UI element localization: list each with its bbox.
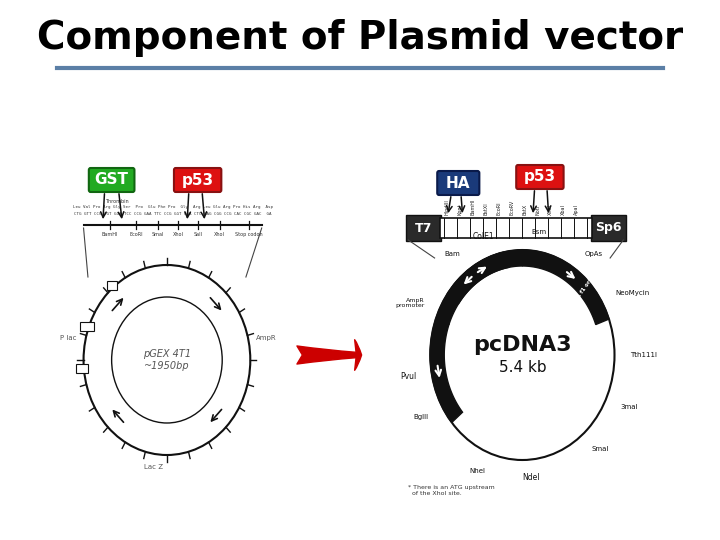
Text: XhoI: XhoI [173,232,184,237]
FancyBboxPatch shape [405,215,441,241]
Text: SalI: SalI [193,232,202,237]
Text: Lac Z: Lac Z [144,464,163,470]
Text: AmpR: AmpR [256,335,276,341]
Text: Component of Plasmid vector: Component of Plasmid vector [37,19,683,57]
Bar [107,281,117,290]
Text: XbaI: XbaI [562,204,567,215]
Text: GST: GST [94,172,129,187]
Text: XhoI: XhoI [549,204,553,215]
FancyBboxPatch shape [516,165,564,189]
Text: KpnI: KpnI [457,204,462,215]
Text: BGH HA f1 ori: BGH HA f1 ori [565,278,594,316]
Polygon shape [522,250,609,325]
Text: NeoMycin: NeoMycin [567,397,583,431]
Text: EcoRV: EcoRV [509,200,514,215]
Text: ColE1: ColE1 [473,232,495,241]
Text: Bsm: Bsm [532,230,547,235]
Text: T7: T7 [415,221,432,234]
FancyBboxPatch shape [89,168,135,192]
Polygon shape [436,252,509,325]
Text: NdeI: NdeI [522,474,540,483]
Text: EcoRI: EcoRI [130,232,143,237]
Text: NheI: NheI [469,468,485,474]
Text: p53: p53 [181,172,214,187]
Text: SmaI: SmaI [152,232,164,237]
Text: HA: HA [446,176,471,191]
Bar [440,218,592,238]
Bar [76,364,89,373]
Text: BstXI: BstXI [483,202,488,215]
Text: XhoI: XhoI [214,232,225,237]
Text: PvuI: PvuI [400,372,416,381]
Text: BstX: BstX [522,204,527,215]
Text: Thrombin: Thrombin [105,199,129,204]
Text: p53: p53 [524,170,556,185]
Text: Sp6: Sp6 [595,221,621,234]
FancyBboxPatch shape [174,168,221,192]
Text: pcDNA3: pcDNA3 [473,335,572,355]
Text: BglII: BglII [414,414,429,420]
Text: ApaI: ApaI [575,204,580,215]
Text: P lac: P lac [60,335,76,341]
Text: Leu Val Pro Arg Gly Ser  Pro  Glu Phe Pro  Gly  Arg Leu Glu Arg Pro His Arg  Asp: Leu Val Pro Arg Gly Ser Pro Glu Phe Pro … [73,205,273,209]
Text: NeoMycin: NeoMycin [616,291,650,296]
Text: Bam: Bam [445,251,461,257]
Polygon shape [431,319,462,422]
FancyBboxPatch shape [591,215,626,241]
Text: EcoRI: EcoRI [496,201,501,215]
Text: AmpR: AmpR [470,412,487,431]
Text: SmaI: SmaI [592,446,609,452]
Text: NotI: NotI [535,205,540,215]
Text: Tth111I: Tth111I [630,352,657,358]
Text: SV40: SV40 [591,381,603,396]
Text: AmpR
promoter: AmpR promoter [395,298,425,308]
Polygon shape [447,250,522,304]
Text: BamHI: BamHI [470,199,475,215]
Text: CTG GTT CCG CGT GGA TCC CCG GAA TTC CCG GGT CGA CTC GAG CGG CCG CAC CGC GAC  GA: CTG GTT CCG CGT GGA TCC CCG GAA TTC CCG … [74,212,271,216]
Text: HindIII: HindIII [444,199,449,215]
Text: 5.4 kb: 5.4 kb [498,360,546,375]
Text: 3maI: 3maI [620,404,638,410]
FancyBboxPatch shape [437,171,480,195]
Bar [80,322,94,332]
Text: BamHI: BamHI [102,232,118,237]
Text: pGEX 4T1
~1950bp: pGEX 4T1 ~1950bp [143,349,191,371]
Text: OpAs: OpAs [584,251,603,257]
Text: * There is an ATG upstream
  of the XhoI site.: * There is an ATG upstream of the XhoI s… [408,485,495,496]
Text: Stop codon: Stop codon [235,232,262,237]
Text: P CMV: P CMV [536,271,557,288]
